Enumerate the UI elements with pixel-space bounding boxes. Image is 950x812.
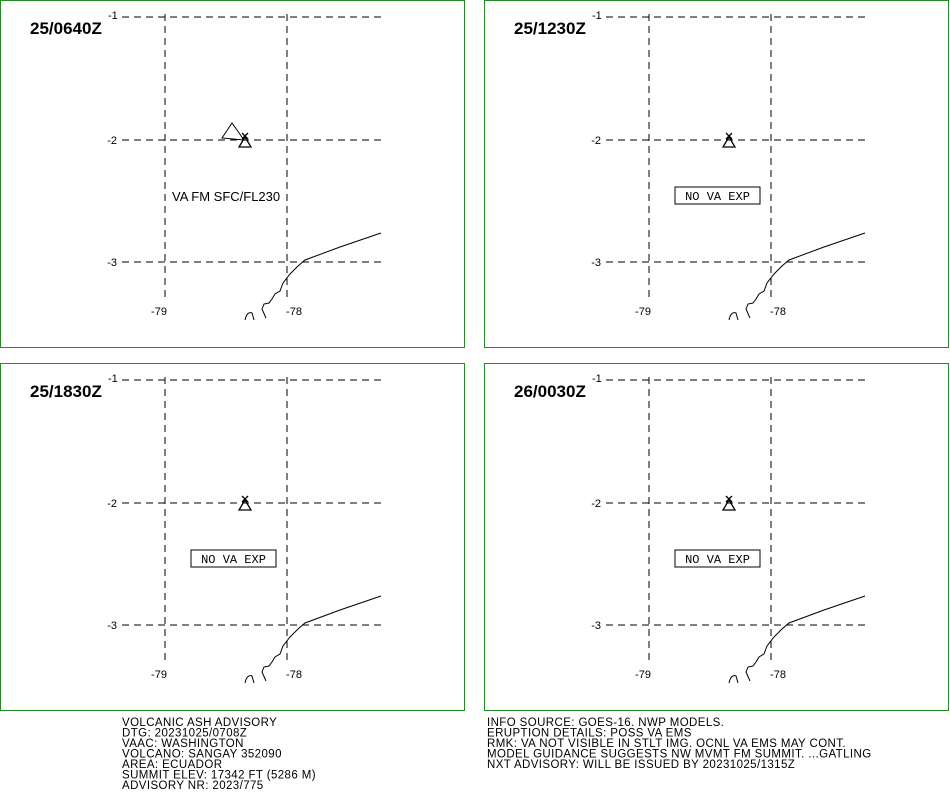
lon-label: -79 — [635, 306, 651, 318]
lat-label: -1 — [108, 373, 118, 385]
valid-time: 25/1230Z — [514, 19, 586, 38]
advisory-line: NXT ADVISORY: WILL BE ISSUED BY 20231025… — [487, 759, 795, 771]
panel-border — [484, 363, 949, 711]
ash-area — [221, 122, 246, 141]
panel-border — [0, 363, 465, 711]
lat-label: -3 — [591, 257, 601, 269]
note-box — [674, 186, 761, 205]
volcano-symbol — [721, 132, 737, 148]
lon-label: -78 — [770, 669, 786, 681]
lon-label: -78 — [286, 669, 302, 681]
valid-time: 25/1830Z — [30, 382, 102, 401]
lat-label: -1 — [108, 10, 118, 22]
map-panel: -2 -3 -1 -79 -78 26/0030Z NO VA EXP — [484, 363, 949, 711]
note-box — [190, 549, 277, 568]
va-note: NO VA EXP — [685, 553, 750, 567]
volcano-symbol — [237, 495, 253, 511]
lon-label: -79 — [635, 669, 651, 681]
advisory-line: VOLCANO: SANGAY 352090 — [122, 749, 282, 761]
map-panel: -2 -3 -1 -79 -78 25/1830Z NO VA EXP — [0, 363, 465, 711]
coastline — [745, 595, 866, 682]
island — [728, 312, 739, 321]
lat-label: -1 — [592, 373, 602, 385]
title-bg — [26, 14, 106, 38]
lat-label: -2 — [107, 135, 117, 147]
title-bg — [510, 377, 590, 401]
advisory-line: DTG: 20231025/0708Z — [122, 728, 247, 740]
lat-label: -3 — [107, 257, 117, 269]
island — [244, 312, 255, 321]
advisory-line: MODEL GUIDANCE SUGGESTS NW MVMT FM SUMMI… — [487, 749, 872, 761]
advisory-line: VAAC: WASHINGTON — [122, 738, 244, 750]
lat-label: -2 — [591, 135, 601, 147]
advisory-line: INFO SOURCE: GOES-16. NWP MODELS. — [487, 717, 724, 729]
panel-border — [484, 0, 949, 348]
valid-time: 26/0030Z — [514, 382, 586, 401]
map-panel: -2 -3 -1 -79 -78 25/1230Z NO VA EXP — [484, 0, 949, 348]
advisory-line: ERUPTION DETAILS: POSS VA EMS — [487, 728, 692, 740]
lat-label: -2 — [591, 498, 601, 510]
advisory-line: SUMMIT ELEV: 17342 FT (5286 M) — [122, 770, 316, 782]
coastline — [261, 595, 382, 682]
valid-time: 25/0640Z — [30, 19, 102, 38]
lon-label: -78 — [286, 306, 302, 318]
volcano-symbol — [721, 495, 737, 511]
lon-label: -79 — [151, 669, 167, 681]
map-panel: -2 -3 -1 -79 -78 25/0640Z VA FM SFC/FL230 — [0, 0, 465, 348]
lat-label: -3 — [591, 620, 601, 632]
title-bg — [26, 377, 106, 401]
lon-label: -79 — [151, 306, 167, 318]
advisory-line: VOLCANIC ASH ADVISORY — [122, 717, 277, 729]
advisory-line: RMK: VA NOT VISIBLE IN STLT IMG. OCNL VA… — [487, 738, 846, 750]
volcano-symbol — [237, 132, 253, 148]
va-note: VA FM SFC/FL230 — [172, 189, 280, 204]
lat-label: -1 — [592, 10, 602, 22]
coastline — [261, 232, 382, 319]
panel-border — [0, 0, 465, 348]
title-bg — [510, 14, 590, 38]
lat-label: -3 — [107, 620, 117, 632]
lon-label: -78 — [770, 306, 786, 318]
va-note: NO VA EXP — [201, 553, 266, 567]
advisory-line: ADVISORY NR: 2023/775 — [122, 780, 264, 792]
lat-label: -2 — [107, 498, 117, 510]
note-box — [674, 549, 761, 568]
advisory-line: AREA: ECUADOR — [122, 759, 222, 771]
va-note: NO VA EXP — [685, 190, 750, 204]
island — [728, 675, 739, 684]
island — [244, 675, 255, 684]
coastline — [745, 232, 866, 319]
